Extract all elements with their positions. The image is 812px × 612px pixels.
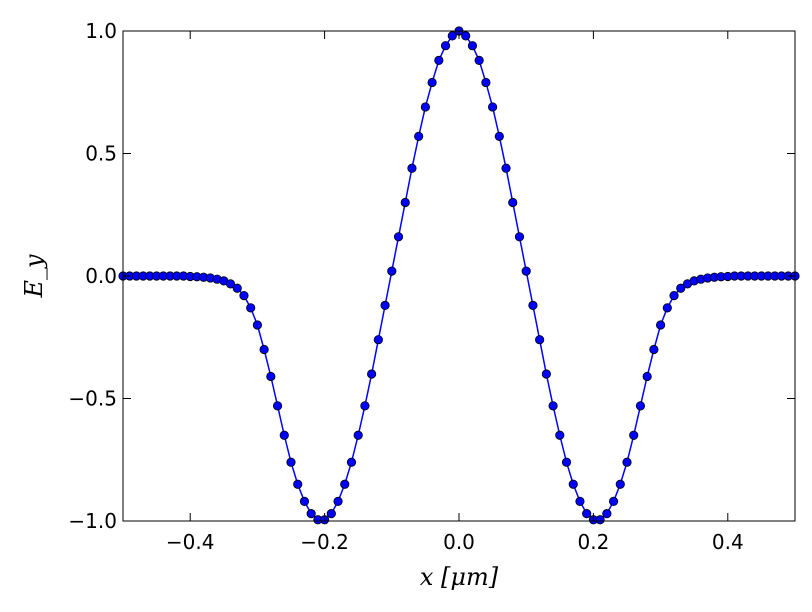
data-point — [239, 290, 249, 301]
ticks-layer: −0.4 −0.2 0.0 0.2 0.4 −1.0 −0.5 0.0 0.5 1.0 — [68, 19, 795, 554]
data-point — [259, 344, 269, 355]
data-point — [387, 266, 397, 276]
data-point — [548, 401, 558, 411]
data-point — [279, 430, 289, 440]
data-point — [420, 102, 430, 112]
data-point — [669, 290, 679, 301]
data-point — [380, 300, 390, 310]
data-point — [440, 41, 451, 51]
data-point — [299, 496, 310, 506]
data-point — [407, 163, 417, 173]
x-tick-label: −0.2 — [300, 530, 349, 554]
data-point — [508, 197, 518, 208]
data-point — [615, 479, 625, 489]
data-point — [582, 509, 592, 519]
data-point — [642, 371, 652, 382]
data-point — [521, 266, 531, 276]
data-point — [494, 131, 504, 141]
data-point — [501, 163, 511, 173]
data-point — [346, 457, 357, 467]
data-point — [272, 401, 283, 411]
data-point — [393, 232, 404, 242]
data-point — [629, 430, 639, 440]
y-tick-label: 0.5 — [85, 142, 117, 166]
data-point — [434, 55, 444, 66]
data-point — [252, 320, 262, 330]
data-point — [676, 283, 686, 293]
data-point — [474, 55, 484, 66]
data-point — [622, 457, 632, 467]
data-point — [608, 496, 619, 506]
data-point — [461, 31, 471, 41]
y-tick-label: −1.0 — [68, 509, 117, 533]
data-point — [427, 77, 437, 88]
data-point — [367, 369, 377, 379]
y-tick-label: 0.0 — [85, 264, 117, 288]
y-tick-label: 1.0 — [85, 19, 117, 43]
data-point — [447, 31, 457, 41]
data-point — [400, 197, 410, 208]
data-point — [535, 335, 545, 345]
x-axis-label: x [μm] — [420, 563, 499, 591]
data-point — [595, 515, 605, 525]
data-point — [306, 509, 316, 519]
data-point — [360, 401, 370, 411]
data-point — [333, 496, 343, 506]
data-point — [555, 430, 565, 440]
data-point — [481, 77, 491, 88]
data-point — [353, 430, 363, 440]
x-tick-label: 0.0 — [443, 530, 475, 554]
data-point — [541, 369, 551, 379]
data-point — [340, 479, 350, 489]
data-point — [602, 509, 612, 519]
axes-frame — [122, 30, 796, 522]
data-point — [326, 509, 336, 519]
x-tick-label: 0.2 — [577, 530, 609, 554]
data-point — [232, 283, 242, 293]
x-tick-label: −0.4 — [166, 530, 215, 554]
data-point — [575, 496, 585, 506]
data-point — [568, 479, 578, 489]
series-line — [123, 30, 795, 521]
data-point — [414, 131, 424, 141]
data-point — [266, 371, 276, 382]
data-point — [246, 303, 256, 313]
data-point — [286, 457, 296, 467]
data-point — [528, 300, 538, 310]
data-point — [662, 303, 672, 313]
data-point — [487, 102, 498, 112]
data-point — [225, 279, 236, 289]
data-point — [514, 232, 525, 242]
data-point — [655, 320, 666, 330]
data-point — [293, 479, 303, 489]
series-layer — [118, 26, 800, 525]
y-axis-label: E_y — [20, 254, 48, 299]
data-point — [561, 457, 572, 467]
data-point — [373, 335, 383, 345]
x-tick-label: 0.4 — [712, 530, 744, 554]
data-point — [467, 41, 478, 51]
data-point — [649, 344, 659, 355]
data-point — [635, 401, 646, 411]
y-tick-label: −0.5 — [68, 387, 117, 411]
